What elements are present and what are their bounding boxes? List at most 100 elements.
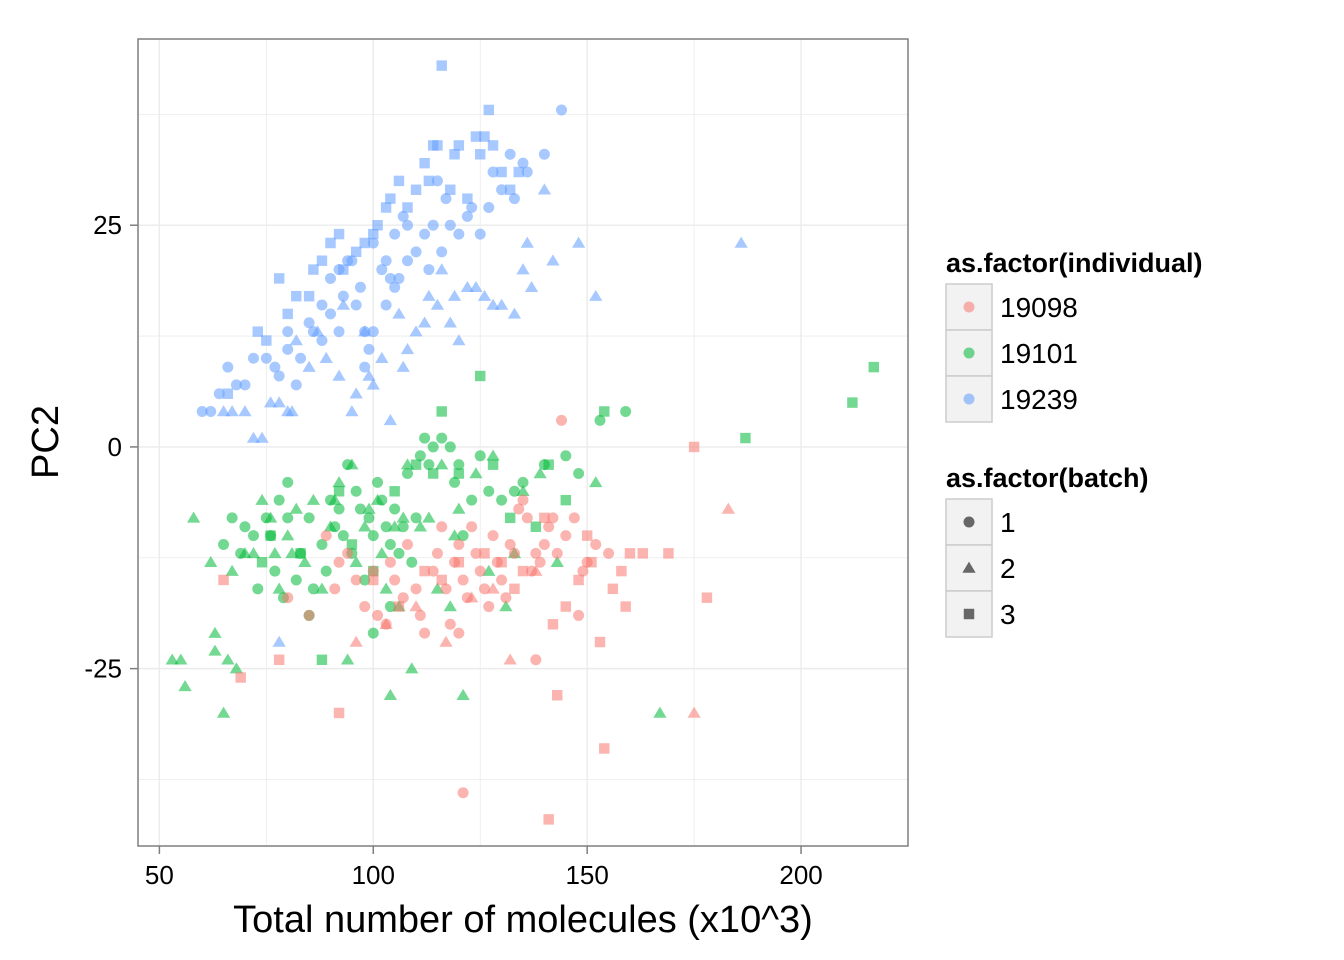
legend-key-batch-2 bbox=[962, 561, 976, 573]
data-point bbox=[423, 175, 435, 187]
data-point bbox=[222, 388, 234, 399]
data-point bbox=[346, 539, 358, 550]
data-point bbox=[400, 458, 415, 470]
data-point bbox=[508, 547, 520, 559]
data-point bbox=[504, 538, 516, 550]
x-tick-label: 50 bbox=[145, 860, 174, 890]
data-point bbox=[538, 148, 550, 160]
data-point bbox=[419, 627, 431, 639]
data-point bbox=[436, 60, 447, 71]
data-point bbox=[431, 175, 443, 187]
y-axis-title: PC2 bbox=[25, 405, 67, 479]
data-point bbox=[436, 406, 447, 417]
data-point bbox=[372, 609, 384, 621]
data-point bbox=[345, 458, 359, 470]
legend-key-batch-3 bbox=[963, 608, 975, 620]
data-point bbox=[402, 219, 413, 231]
data-point bbox=[218, 574, 229, 586]
data-point bbox=[281, 529, 295, 541]
data-point bbox=[385, 193, 396, 204]
data-point bbox=[367, 627, 379, 639]
legend-key-19098 bbox=[963, 301, 975, 313]
data-point bbox=[320, 565, 332, 577]
data-point bbox=[222, 361, 234, 373]
data-point bbox=[479, 131, 490, 142]
data-point bbox=[444, 441, 456, 453]
data-point bbox=[333, 707, 345, 719]
data-point bbox=[389, 503, 401, 515]
data-point bbox=[397, 521, 409, 533]
data-point bbox=[248, 352, 259, 364]
data-point bbox=[504, 512, 516, 524]
data-point bbox=[306, 493, 321, 505]
data-point bbox=[384, 538, 396, 550]
data-point bbox=[586, 556, 597, 568]
data-point bbox=[436, 521, 448, 533]
data-point bbox=[560, 494, 572, 506]
data-point bbox=[349, 387, 363, 399]
data-point bbox=[470, 131, 482, 142]
data-point bbox=[269, 565, 281, 577]
data-point bbox=[338, 264, 349, 275]
data-point bbox=[435, 458, 449, 470]
data-point bbox=[440, 193, 452, 205]
data-point bbox=[496, 574, 508, 586]
data-point bbox=[337, 290, 349, 302]
data-point bbox=[500, 592, 512, 604]
data-point bbox=[272, 582, 286, 594]
data-point bbox=[273, 654, 285, 665]
data-point bbox=[419, 432, 431, 444]
data-point bbox=[466, 494, 478, 506]
data-point bbox=[359, 237, 370, 249]
data-point bbox=[521, 166, 533, 178]
data-point bbox=[529, 564, 543, 576]
data-point bbox=[503, 653, 517, 665]
data-point bbox=[556, 414, 567, 426]
data-point bbox=[225, 405, 239, 417]
data-point bbox=[470, 547, 482, 559]
data-point bbox=[332, 476, 346, 488]
data-point bbox=[568, 512, 580, 524]
data-point bbox=[560, 601, 572, 612]
data-point bbox=[269, 361, 281, 373]
data-point bbox=[333, 556, 345, 568]
data-point bbox=[513, 503, 525, 515]
data-point bbox=[469, 280, 483, 293]
data-point bbox=[436, 246, 448, 258]
data-point bbox=[520, 236, 534, 248]
data-point bbox=[384, 601, 396, 613]
data-point bbox=[208, 644, 222, 656]
data-point bbox=[218, 538, 230, 550]
data-point bbox=[653, 706, 667, 718]
data-point bbox=[290, 574, 302, 586]
data-point bbox=[487, 166, 499, 178]
data-point bbox=[358, 520, 372, 532]
data-point bbox=[368, 574, 379, 586]
data-point bbox=[573, 609, 585, 621]
data-point bbox=[599, 743, 610, 754]
data-point bbox=[410, 459, 422, 470]
data-point bbox=[453, 468, 465, 479]
data-point bbox=[530, 521, 542, 532]
data-point bbox=[165, 653, 179, 665]
data-point bbox=[594, 636, 606, 648]
data-point bbox=[380, 521, 392, 533]
data-point bbox=[620, 601, 631, 612]
data-point bbox=[560, 450, 572, 462]
axes: 50 100 150 200 -25 0 25 bbox=[84, 210, 822, 890]
data-point bbox=[663, 548, 674, 559]
data-point bbox=[417, 316, 432, 328]
data-point bbox=[524, 280, 539, 293]
data-point bbox=[461, 210, 473, 222]
data-point bbox=[427, 468, 439, 479]
data-point bbox=[376, 264, 388, 276]
data-point bbox=[547, 512, 559, 524]
data-point bbox=[340, 653, 355, 665]
data-point bbox=[517, 157, 529, 169]
data-point bbox=[603, 547, 615, 559]
data-point bbox=[624, 548, 636, 559]
data-point bbox=[504, 184, 516, 195]
data-point bbox=[372, 476, 384, 488]
data-point bbox=[443, 600, 457, 612]
